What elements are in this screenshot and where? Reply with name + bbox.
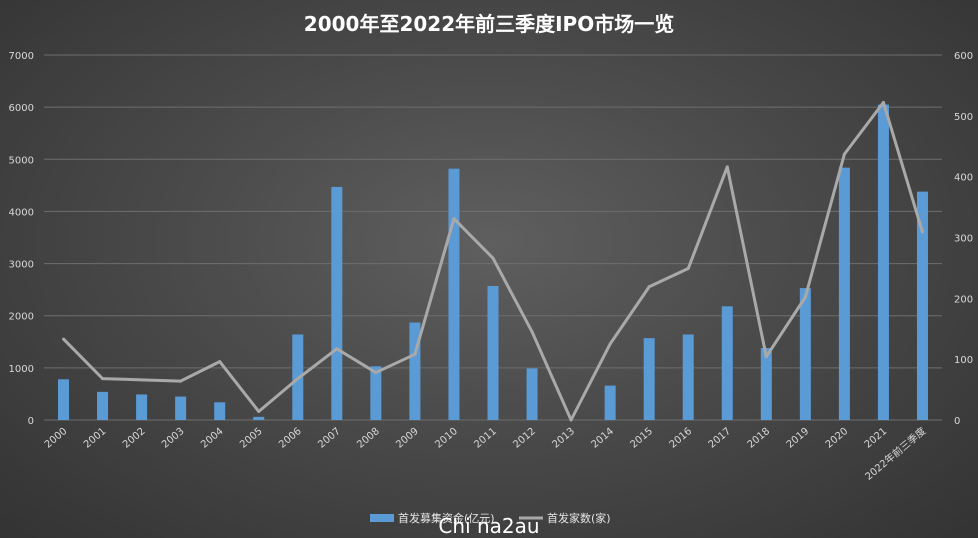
bar — [409, 322, 421, 420]
line-point — [374, 371, 378, 375]
legend: 首发募集资金(亿元) 首发家数(家) — [370, 511, 611, 525]
bar — [721, 306, 733, 420]
line-point — [686, 267, 690, 271]
line-point — [491, 256, 495, 260]
line-point — [842, 152, 846, 156]
line-point — [413, 352, 417, 356]
bar — [526, 368, 538, 420]
line-point — [569, 418, 573, 422]
y-right-tick-label: 0 — [954, 416, 960, 427]
bar — [877, 104, 889, 421]
bar — [799, 288, 811, 420]
line-point — [179, 379, 183, 383]
line-point — [62, 337, 66, 341]
bar — [487, 285, 499, 420]
watermark: Chi na2au — [438, 514, 539, 538]
x-tick-label: 2012 — [511, 426, 538, 451]
bar — [916, 191, 928, 420]
y-right-tick-label: 600 — [954, 51, 973, 62]
x-tick-label: 2018 — [746, 426, 773, 451]
legend-line-label: 首发家数(家) — [547, 511, 611, 525]
line-point — [803, 295, 807, 299]
line-point — [257, 409, 261, 413]
x-tick-label: 2007 — [316, 426, 343, 451]
line-point — [530, 330, 534, 334]
line-point — [335, 347, 339, 351]
bar — [58, 379, 70, 420]
bar — [604, 385, 616, 420]
line-point — [725, 165, 729, 169]
x-tick-label: 2001 — [82, 426, 109, 451]
bar — [682, 334, 694, 420]
x-tick-label: 2020 — [824, 426, 851, 451]
x-tick-label: 2004 — [199, 426, 226, 451]
y-right-tick-label: 400 — [954, 173, 973, 184]
line-point — [101, 377, 105, 381]
y-left-tick-label: 0 — [28, 416, 34, 427]
bar — [838, 167, 850, 420]
y-right-tick-label: 300 — [954, 234, 973, 245]
x-tick-label: 2016 — [668, 426, 695, 451]
y-left-tick-label: 7000 — [9, 51, 34, 62]
line-point — [920, 230, 924, 234]
y-left-tick-label: 3000 — [9, 260, 34, 271]
bar — [175, 396, 187, 420]
y-axis-left: 0 1000 2000 3000 4000 5000 6000 7000 — [9, 51, 34, 427]
y-left-tick-label: 5000 — [9, 155, 34, 166]
y-left-tick-label: 6000 — [9, 103, 34, 114]
line-point — [881, 100, 885, 104]
x-tick-label: 2015 — [629, 426, 656, 451]
x-tick-label: 2019 — [785, 426, 812, 451]
line-point — [764, 355, 768, 359]
bar — [331, 186, 343, 420]
x-tick-label: 2014 — [589, 426, 616, 451]
y-left-tick-label: 2000 — [9, 312, 34, 323]
line-point — [140, 378, 144, 382]
bar — [214, 402, 226, 420]
legend-bar-label: 首发募集资金(亿元) — [398, 511, 495, 525]
line-series — [62, 100, 924, 422]
line-point — [452, 217, 456, 221]
x-tick-label: 2003 — [160, 426, 187, 451]
x-tick-label: 2000 — [43, 426, 70, 451]
bar — [448, 168, 460, 420]
line-point — [647, 285, 651, 289]
x-tick-label: 2005 — [238, 426, 265, 451]
bar — [136, 394, 148, 420]
x-tick-label: 2017 — [707, 426, 734, 451]
line-point — [608, 342, 612, 346]
bar — [97, 391, 109, 420]
x-tick-label: 2006 — [277, 426, 304, 451]
chart-title: 2000年至2022年前三季度IPO市场一览 — [304, 12, 674, 36]
y-left-tick-label: 1000 — [9, 364, 34, 375]
x-tick-label: 2002 — [121, 426, 148, 451]
bar — [370, 366, 382, 420]
x-tick-label: 2009 — [394, 426, 421, 451]
x-tick-label: 2010 — [433, 426, 460, 451]
line-point — [218, 360, 222, 364]
legend-bar-swatch — [370, 514, 394, 522]
bar-series — [58, 104, 928, 421]
y-right-tick-label: 500 — [954, 112, 973, 123]
x-axis: 2000 2001 2002 2003 2004 2005 2006 2007 2008 2009… — [43, 424, 929, 482]
x-tick-label: 2021 — [863, 426, 890, 451]
y-right-tick-label: 200 — [954, 294, 973, 305]
bar — [760, 348, 772, 420]
y-axis-right: 0 100 200 300 400 500 600 — [954, 51, 973, 427]
y-left-tick-label: 4000 — [9, 207, 34, 218]
line-point — [296, 377, 300, 381]
y-right-tick-label: 100 — [954, 355, 973, 366]
bar — [253, 416, 265, 420]
x-tick-label: 2011 — [472, 426, 499, 451]
x-tick-label: 2008 — [355, 426, 382, 451]
x-tick-label: 2013 — [550, 426, 577, 451]
bar — [643, 338, 655, 420]
